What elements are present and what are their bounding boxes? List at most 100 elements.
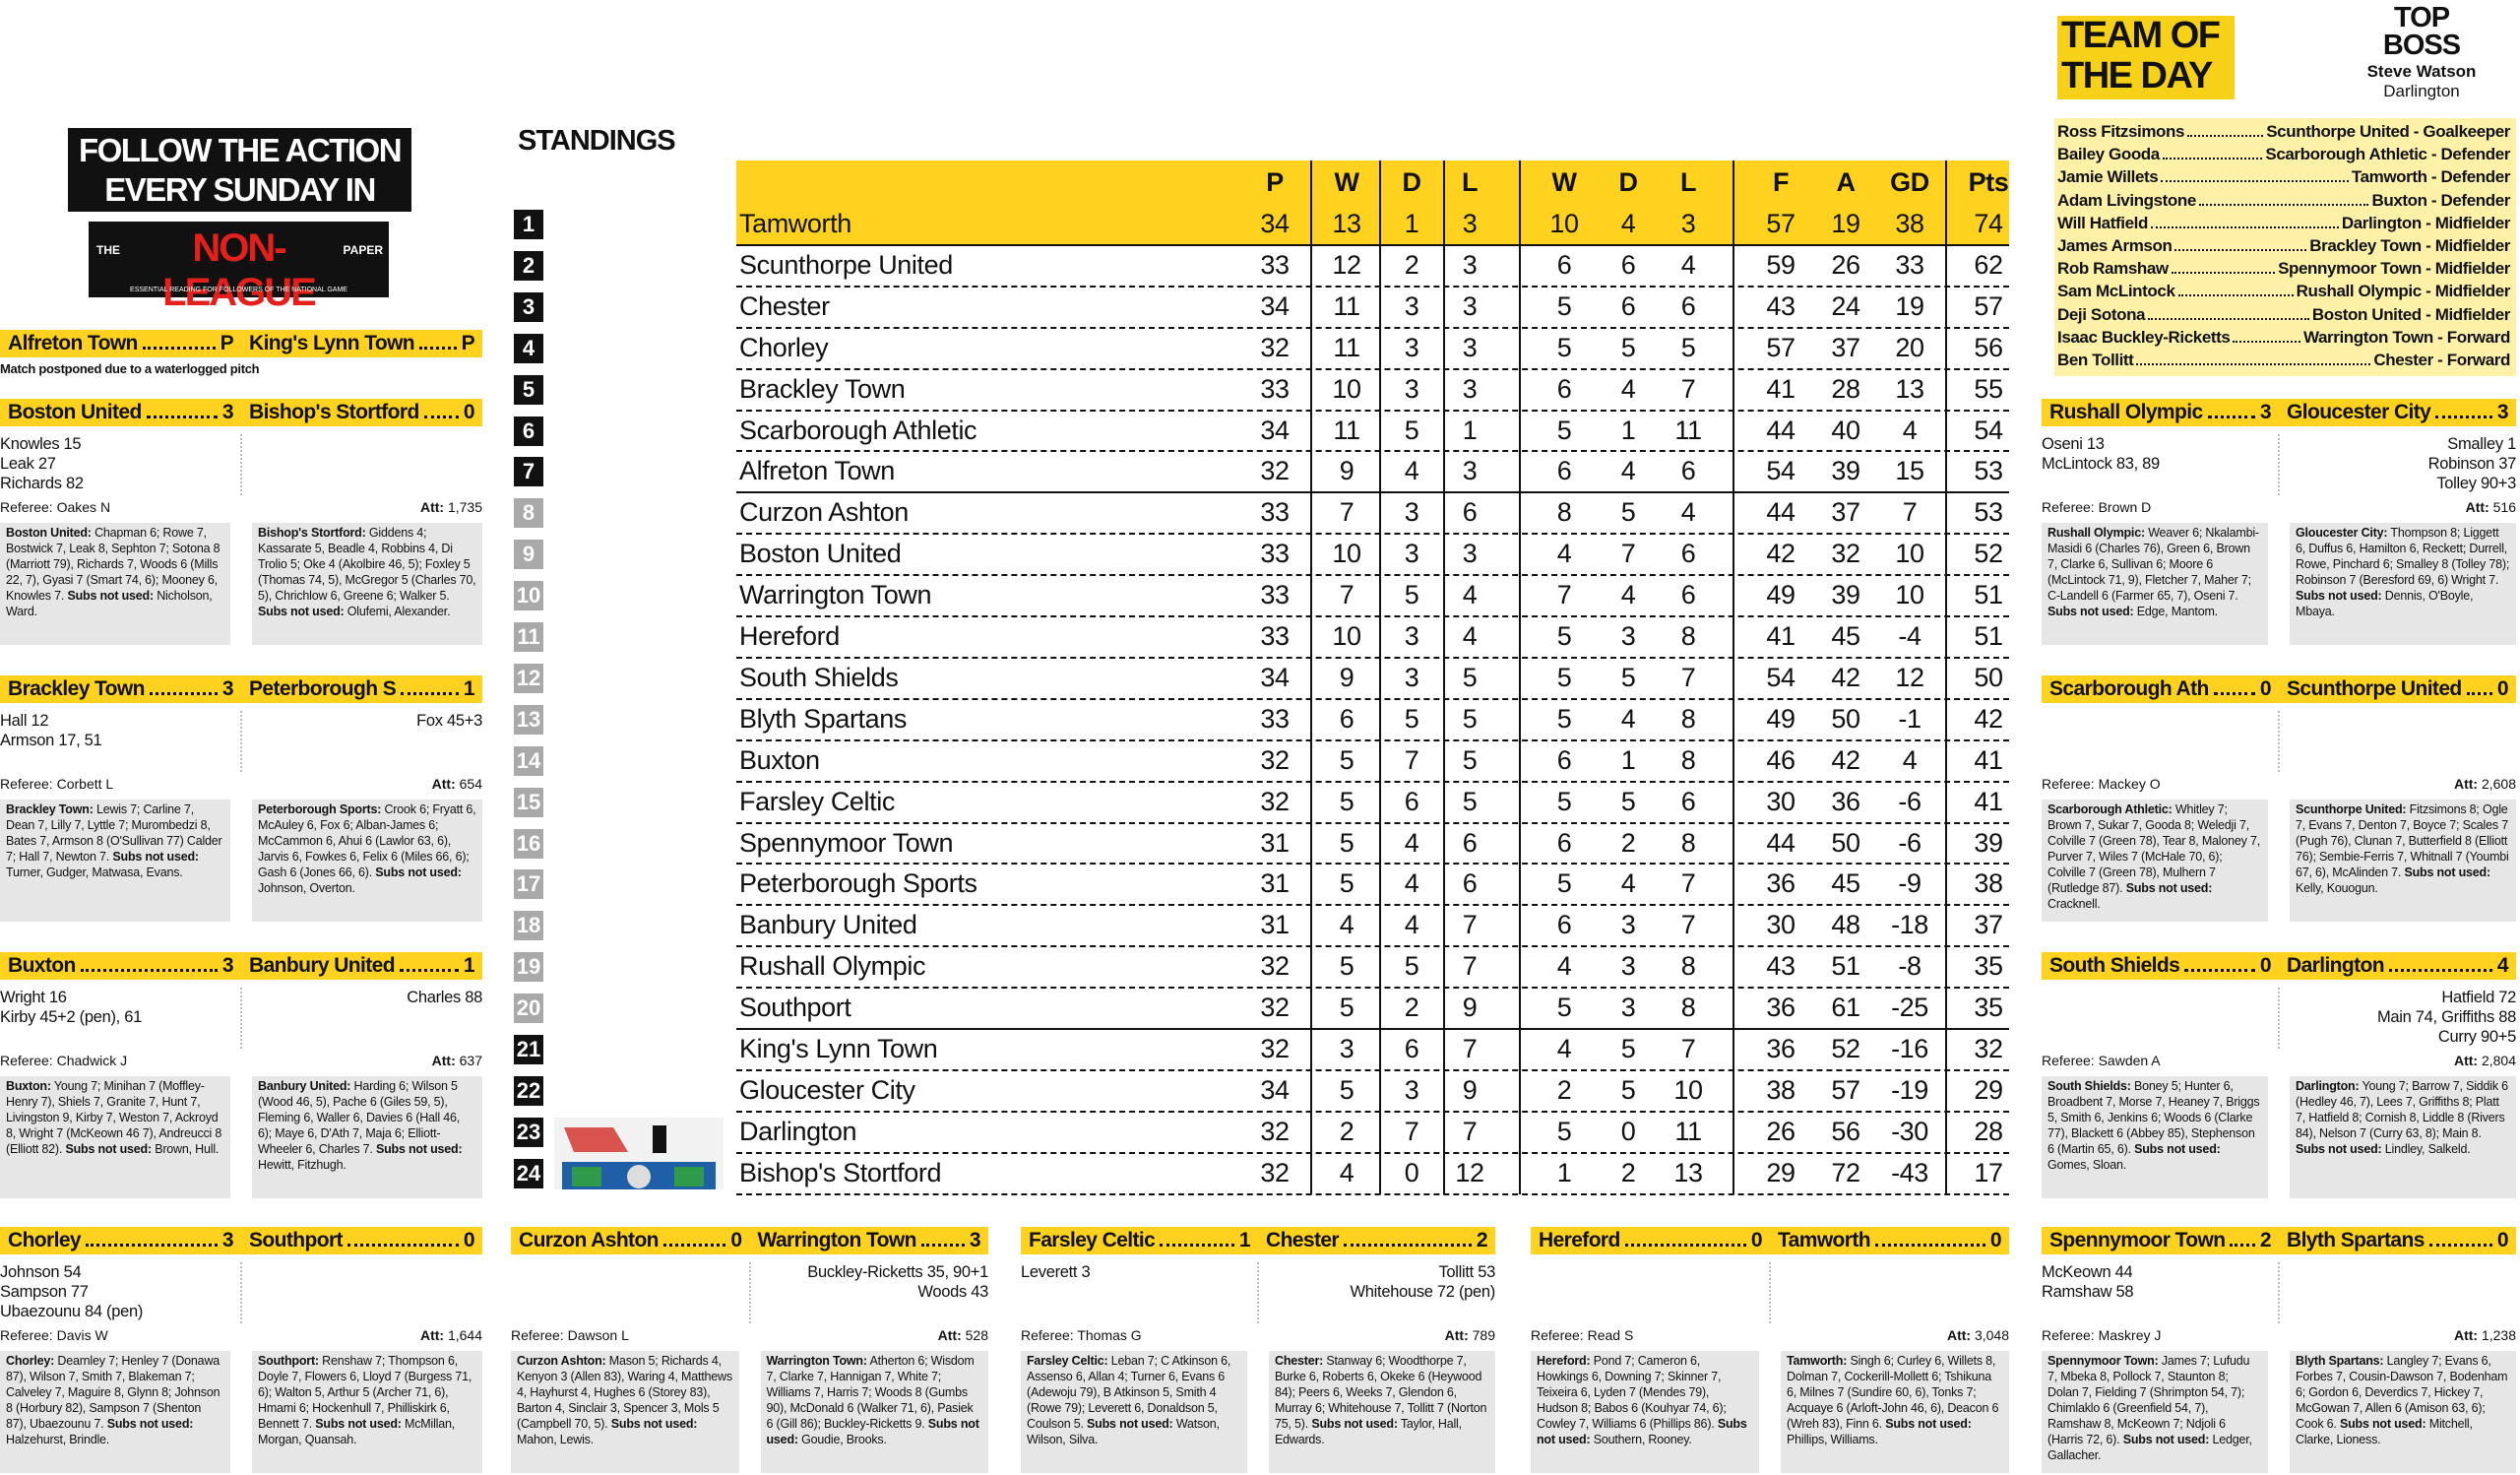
- attendance-value: 637: [459, 1053, 482, 1068]
- stat-cell: 6: [1462, 497, 1478, 528]
- attendance: Att: 1,644: [420, 1327, 482, 1343]
- stat-cell: 41: [1974, 786, 2003, 816]
- stat-cell: 30: [1766, 786, 1796, 816]
- stat-cell: 6: [1556, 744, 1572, 775]
- score: 2: [1476, 1229, 1488, 1251]
- stat-cell: 49: [1766, 580, 1796, 610]
- stat-cell: 5: [1556, 662, 1572, 692]
- attendance: Att: 2,804: [2454, 1053, 2516, 1068]
- stat-cell: 59: [1766, 249, 1796, 280]
- referee-label: Referee:: [2042, 1327, 2095, 1343]
- match-side: Chorley 3: [0, 1229, 241, 1252]
- stat-cell: 44: [1766, 415, 1796, 445]
- stat-cell: 12: [1455, 1157, 1484, 1187]
- team-row: Isaac Buckley-Ricketts Warrington Town - …: [2057, 328, 2510, 351]
- stat-cell: 35: [1974, 993, 2003, 1023]
- score: 0: [2496, 677, 2509, 700]
- column-header: D: [1618, 167, 1638, 197]
- referee-line: Referee: Corbett L Att: 654: [0, 772, 482, 796]
- stat-cell: 3: [1462, 209, 1478, 238]
- stat-cell: 0: [1404, 1157, 1419, 1187]
- stat-cell: 8: [1680, 951, 1696, 982]
- stat-cell: 4: [1404, 827, 1419, 858]
- stat-cell: 7: [1462, 1116, 1478, 1146]
- lineup-players: Leban 7; C Atkinson 6, Assenso 6, Allan …: [1027, 1354, 1231, 1431]
- stat-cell: 4: [1680, 249, 1696, 280]
- attendance-value: 528: [965, 1327, 988, 1343]
- attendance-label: Att:: [2465, 499, 2489, 515]
- referee-name: Chadwick J: [56, 1053, 128, 1068]
- referee-line: Referee: Thomas G Att: 789: [1021, 1323, 1495, 1347]
- team: Hereford: [1539, 1229, 1620, 1251]
- team: Farsley Celtic: [1029, 1229, 1156, 1251]
- stat-cell: 4: [1404, 910, 1419, 940]
- top-boss-name: Steve Watson: [2366, 62, 2477, 81]
- logo-paper: PAPER: [343, 243, 383, 257]
- lineup: Darlington: Young 7; Barrow 7, Siddik 6 …: [2290, 1076, 2516, 1198]
- match-report: Alfreton Town P King's Lynn Town P Match pos…: [0, 330, 482, 376]
- stat-cell: 3: [1620, 910, 1636, 940]
- column-divider: [1379, 160, 1381, 1194]
- subs-label: Subs not used:: [2122, 1433, 2210, 1446]
- team-name: Tamworth: [739, 209, 851, 238]
- match-report: South Shields 0 Darlington 4 Hatfield 72 Main…: [2042, 952, 2516, 1198]
- stat-cell: 6: [1620, 249, 1636, 280]
- referee: Referee: Oakes N: [0, 499, 110, 515]
- promo-logo: THE NON-LEAGUE PAPER ESSENTIAL READING FOR …: [89, 222, 389, 314]
- stat-cell: 34: [1260, 662, 1290, 692]
- attendance-value: 2,804: [2481, 1053, 2516, 1068]
- stat-cell: 11: [1333, 332, 1360, 362]
- leader: [920, 1244, 965, 1247]
- stat-cell: 5: [1404, 415, 1419, 445]
- stat-cell: 5: [1556, 868, 1572, 899]
- lineup: Blyth Spartans: Langley 7; Evans 6, Forb…: [2290, 1351, 2516, 1473]
- lineup-subs: Cracknell.: [2048, 897, 2101, 911]
- leader: [2198, 203, 2369, 206]
- stat-cell: 3: [1339, 1034, 1354, 1063]
- score: 0: [2496, 1229, 2509, 1251]
- match-side: Chester 2: [1258, 1229, 1495, 1252]
- stat-cell: 10: [1332, 539, 1361, 569]
- stat-cell: -1: [1898, 703, 1922, 734]
- stat-cell: 4: [1556, 1034, 1572, 1063]
- score: 1: [463, 954, 475, 977]
- home-scorers: Oseni 13 McLintock 83, 89: [2042, 434, 2278, 495]
- score: 1: [1238, 1229, 1251, 1251]
- stat-cell: 8: [1680, 703, 1696, 734]
- home-scorers: [2042, 988, 2278, 1049]
- match-header: Scarborough Ath 0 Scunthorpe United 0: [2042, 675, 2516, 703]
- leader: [2136, 363, 2371, 365]
- leader: [1624, 1244, 1746, 1247]
- row-separator: [736, 863, 2009, 866]
- stat-cell: -43: [1891, 1157, 1928, 1187]
- scorer: Johnson 54: [0, 1263, 82, 1281]
- match-header: Brackley Town 3 Peterborough S 1: [0, 675, 482, 703]
- position-badge: 10: [514, 581, 543, 611]
- lineups: Farsley Celtic: Leban 7; C Atkinson 6, A…: [1021, 1351, 1495, 1473]
- stat-cell: 6: [1680, 290, 1696, 321]
- home-scorers: Leverett 3: [1021, 1262, 1257, 1323]
- team-row: James Armson Brackley Town - Midfielder: [2057, 236, 2510, 259]
- lineups: South Shields: Boney 5; Hunter 6, Broadb…: [2042, 1076, 2516, 1198]
- lineup-team: South Shields:: [2048, 1079, 2131, 1093]
- stat-cell: 5: [1556, 332, 1572, 362]
- stat-cell: 8: [1680, 744, 1696, 775]
- team-name: Peterborough Sports: [739, 868, 977, 899]
- stat-cell: 38: [1974, 868, 2003, 899]
- stat-cell: 45: [1831, 868, 1860, 899]
- referee-name: Corbett L: [56, 776, 114, 792]
- referee-label: Referee:: [2042, 776, 2095, 792]
- stat-cell: 3: [1404, 539, 1419, 569]
- team: Gloucester City: [2287, 401, 2431, 423]
- team-name: King's Lynn Town: [739, 1034, 938, 1063]
- match-side: Rushall Olympic 3: [2042, 401, 2279, 424]
- score: 0: [1989, 1229, 2002, 1251]
- stat-cell: 42: [1831, 744, 1860, 775]
- attendance-value: 654: [459, 776, 482, 792]
- referee: Referee: Mackey O: [2042, 776, 2161, 792]
- lineup-team: Rushall Olympic:: [2048, 526, 2145, 540]
- stat-cell: 1: [1620, 415, 1636, 445]
- stat-cell: 5: [1462, 744, 1478, 775]
- team-name: Southport: [739, 993, 851, 1023]
- stat-cell: 7: [1620, 539, 1636, 569]
